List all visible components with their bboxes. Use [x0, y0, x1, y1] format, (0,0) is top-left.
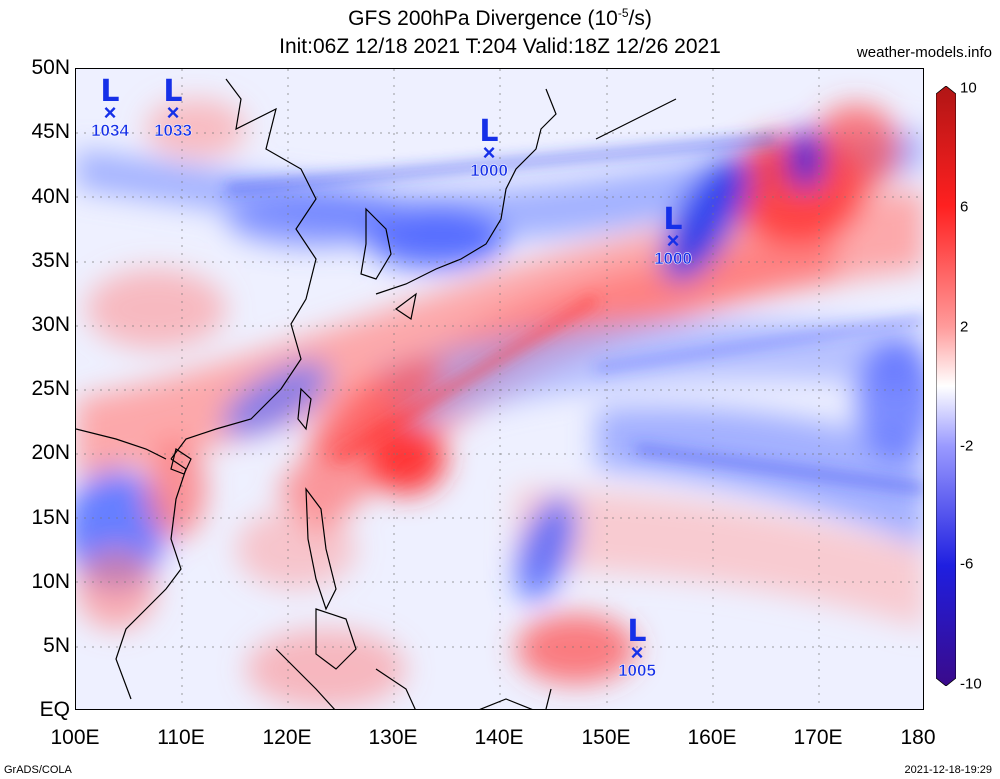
low-pressure-marker: L × 1005 — [618, 614, 656, 681]
divergence-map — [75, 68, 924, 710]
colorbar-label: 2 — [960, 318, 969, 336]
colorbar — [936, 86, 956, 686]
colorbar-label: -6 — [960, 555, 974, 573]
lon-label-180: 180 — [900, 726, 936, 749]
lon-label-150e: 150E — [581, 726, 631, 749]
lat-label-5n: 5N — [43, 634, 70, 657]
lat-label-10n: 10N — [31, 570, 70, 593]
coastlines — [76, 78, 677, 709]
gridlines — [76, 69, 923, 709]
lon-label-140e: 140E — [474, 726, 524, 749]
colorbar-label: 6 — [960, 198, 969, 216]
footer-credit: GrADS/COLA — [4, 764, 72, 776]
lat-label-40n: 40N — [31, 185, 70, 208]
map-subtitle: Init:06Z 12/18 2021 T:204 Valid:18Z 12/2… — [279, 35, 721, 58]
lon-label-120e: 120E — [262, 726, 312, 749]
lat-label-50n: 50N — [31, 56, 70, 79]
colorbar-label: 10 — [960, 79, 977, 97]
low-pressure-marker: L × 1033 — [154, 74, 192, 141]
lat-label-35n: 35N — [31, 249, 70, 272]
colorbar-label: -2 — [960, 437, 974, 455]
lon-label-160e: 160E — [687, 726, 737, 749]
site-credit: weather-models.info — [856, 44, 992, 61]
colorbar-label: -10 — [960, 675, 982, 693]
map-title: GFS 200hPa Divergence (10-5/s) — [348, 6, 652, 30]
low-pressure-marker: L × 1000 — [654, 202, 692, 269]
lat-label-30n: 30N — [31, 313, 70, 336]
lon-label-100e: 100E — [50, 726, 100, 749]
lat-label-15n: 15N — [31, 506, 70, 529]
footer-timestamp: 2021-12-18-19:29 — [904, 764, 992, 776]
lat-label-eq: EQ — [39, 698, 70, 721]
low-pressure-marker: L × 1034 — [91, 74, 129, 141]
lon-label-110e: 110E — [157, 726, 205, 749]
lon-label-130e: 130E — [368, 726, 418, 749]
lat-label-25n: 25N — [31, 377, 70, 400]
lon-label-170e: 170E — [793, 726, 843, 749]
title-exponent: -5 — [617, 6, 629, 20]
field-streaks — [225, 134, 923, 494]
lat-label-45n: 45N — [31, 120, 70, 143]
divergence-field — [76, 69, 923, 709]
low-pressure-marker: L × 1000 — [470, 114, 508, 181]
lat-label-20n: 20N — [31, 441, 70, 464]
